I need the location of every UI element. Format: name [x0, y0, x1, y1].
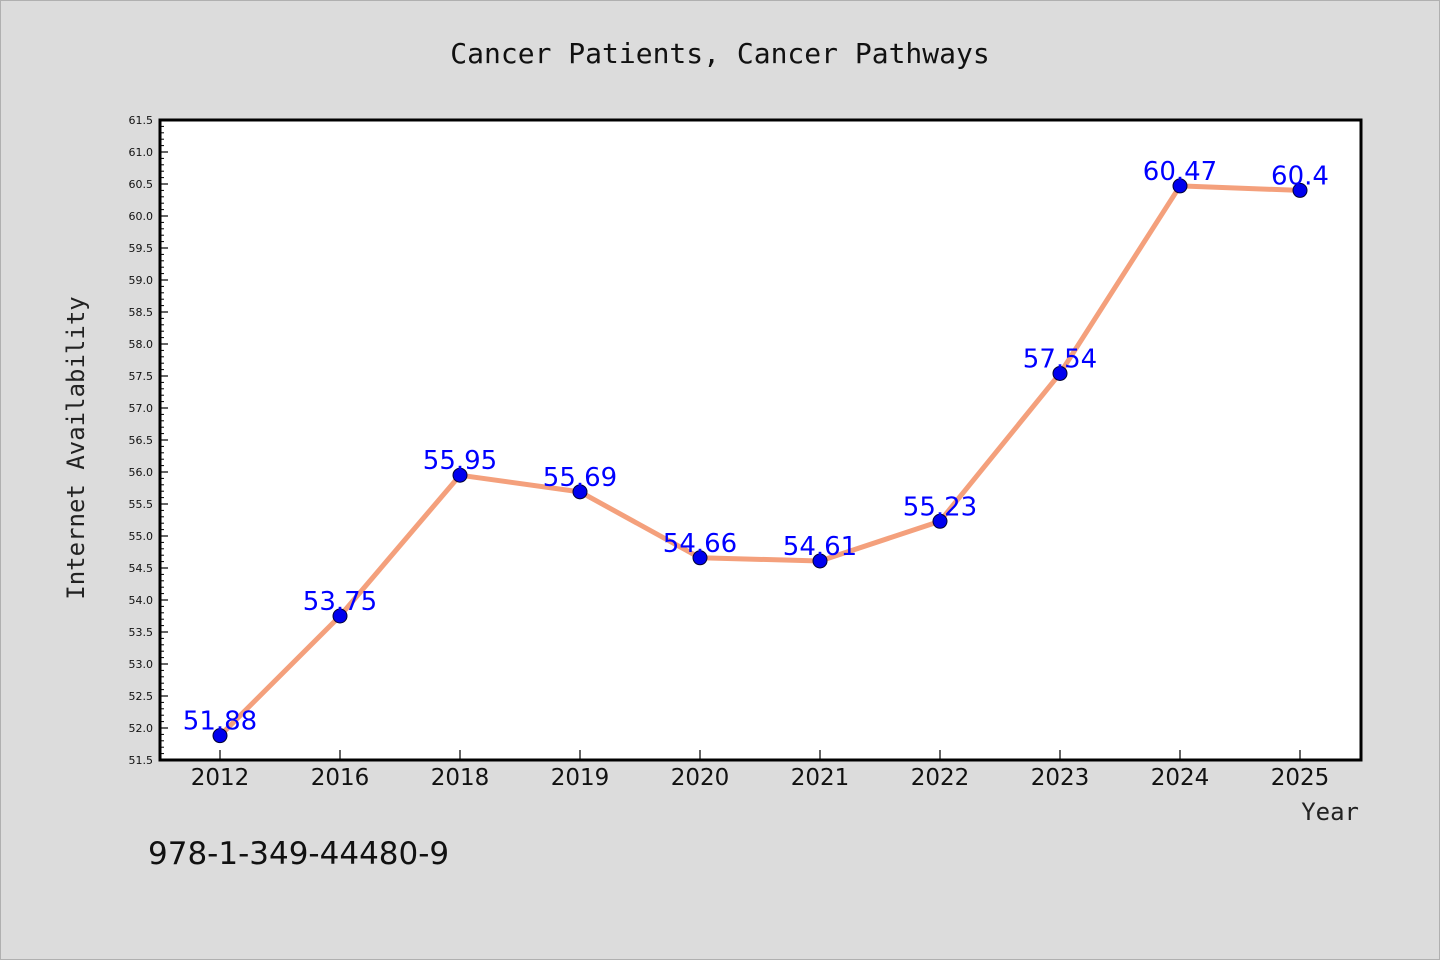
x-tick-label: 2019: [551, 765, 610, 791]
data-point: [1172, 178, 1188, 194]
x-tick-label: 2024: [1151, 765, 1210, 791]
x-tick-label: 2016: [311, 765, 370, 791]
x-tick-label: 2022: [911, 765, 970, 791]
x-tick-label: 2018: [431, 765, 490, 791]
y-tick-label: 52.5: [129, 690, 154, 703]
x-tick-label: 2025: [1271, 765, 1330, 791]
data-label: 51.88: [183, 707, 257, 737]
x-tick-label: 2023: [1031, 765, 1090, 791]
chart-title: Cancer Patients, Cancer Pathways: [450, 37, 989, 70]
data-point: [692, 550, 708, 566]
y-tick-label: 55.0: [129, 530, 154, 543]
y-tick-label: 61.0: [129, 146, 154, 159]
data-point: [212, 728, 228, 744]
y-tick-label: 54.5: [129, 562, 154, 575]
y-tick-label: 58.0: [129, 338, 154, 351]
y-tick-label: 58.5: [129, 306, 154, 319]
y-tick-label: 54.0: [129, 594, 154, 607]
y-tick-label: 57.5: [129, 370, 154, 383]
data-point: [932, 513, 948, 529]
data-label: 54.61: [783, 532, 857, 562]
series-markers: [212, 178, 1308, 744]
x-axis-title: Year: [1301, 798, 1359, 826]
y-tick-label: 59.5: [129, 242, 154, 255]
plot-frame: [158, 118, 1363, 762]
x-tick-label: 2020: [671, 765, 730, 791]
data-point: [812, 553, 828, 569]
y-tick-label: 60.5: [129, 178, 154, 191]
data-label: 53.75: [303, 587, 377, 617]
data-point: [1292, 182, 1308, 198]
x-tick-label: 2012: [191, 765, 250, 791]
y-axis-title: Internet Availability: [62, 296, 90, 599]
y-tick-label: 60.0: [129, 210, 154, 223]
data-label: 55.95: [423, 446, 497, 476]
y-tick-label: 52.0: [129, 722, 154, 735]
x-tick-label: 2021: [791, 765, 850, 791]
y-tick-label: 59.0: [129, 274, 154, 287]
data-point: [452, 467, 468, 483]
data-labels: 51.88 53.75 55.95 55.69 54.66 54.61 55.23 57.54…: [183, 157, 1329, 737]
data-point: [1052, 365, 1068, 381]
data-label: 57.54: [1023, 344, 1097, 374]
data-label: 60.47: [1143, 157, 1217, 187]
plot-area: [160, 120, 1361, 760]
y-tick-label: 53.5: [129, 626, 154, 639]
y-tick-label: 56.5: [129, 434, 154, 447]
y-tick-label: 56.0: [129, 466, 154, 479]
y-tick-label: 53.0: [129, 658, 154, 671]
y-tick-label: 57.0: [129, 402, 154, 415]
y-tick-label: 51.5: [129, 754, 154, 767]
y-tick-label: 61.5: [129, 114, 154, 127]
data-label: 55.23: [903, 492, 977, 522]
x-axis-ticks: 2012 2016 2018 2019 2020 2021 2022 2023 2024 2025: [191, 750, 1330, 791]
data-label: 54.66: [663, 529, 737, 559]
data-label: 55.69: [543, 463, 617, 493]
y-tick-label: 55.5: [129, 498, 154, 511]
footer-isbn: 978-1-349-44480-9: [148, 836, 449, 872]
series-line: [217, 183, 1303, 739]
data-label: 60.4: [1271, 161, 1329, 191]
data-point: [332, 608, 348, 624]
data-point: [572, 484, 588, 500]
